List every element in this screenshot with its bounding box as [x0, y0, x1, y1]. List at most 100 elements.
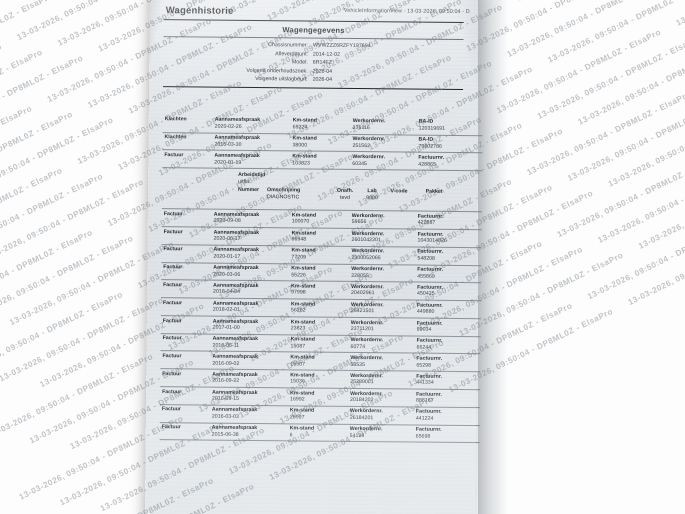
cell-identifier: BA-ID 73602786: [416, 134, 483, 154]
row-type: Factuur: [161, 262, 212, 281]
row-type: Factuur: [161, 279, 212, 299]
row-type: Factuur: [162, 150, 213, 169]
workorder-number: 20402961: [351, 290, 375, 297]
document-content: VehicleInformationView - 13-03-2026, 09:…: [145, 0, 483, 514]
cell-km: Km-stand 77209: [289, 245, 350, 265]
row-type: Factuur: [159, 386, 211, 405]
cell-km: Km-stand 23823: [288, 316, 349, 336]
identifier-value: 428865: [418, 161, 436, 168]
cell-km: Km-stand 69224: [290, 116, 351, 135]
cell-appointment: Aannameafspraak 2018-02-01: [210, 298, 290, 317]
cell-appointment: Aannameafspraak 2015-06-38: [209, 422, 288, 442]
workorder-number: 2300052065: [351, 254, 381, 262]
cell-identifier: Factuurnr. 89034: [414, 317, 481, 337]
appointment-date: 2016-09-02: [212, 360, 240, 367]
appointment-date: 2016-09-15: [212, 395, 240, 403]
appointment-date: 2016-09-22: [212, 377, 240, 385]
cell-km: Km-stand 38000: [290, 133, 351, 152]
cell-appointment: Aannameafspraak 2016-09-22: [210, 369, 289, 388]
table-row[interactable]: Factuur Aannameafspraak 2015-06-38 Km-stand…: [159, 422, 480, 444]
cell-appointment: Aannameafspraak 2020-02-26: [212, 115, 291, 134]
appointment-date: 2015-06-38: [211, 431, 239, 438]
workorder-number: 25280001: [350, 379, 374, 386]
appointment-date: 2020-03-06: [213, 271, 241, 278]
cell-appointment: Aannameafspraak 2016-09-15: [209, 387, 289, 406]
cell-identifier: Factuurnr. 422887: [415, 211, 482, 230]
appointment-date: 2020-01-19: [214, 159, 242, 166]
cell-appointment: Aannameafspraak 2020-03-06: [211, 262, 290, 282]
detail-lab: 9000: [366, 194, 378, 201]
cell-km: Km-stand 15036: [288, 370, 349, 389]
cell-appointment: Aannameafspraak 2016-03-30: [212, 132, 291, 152]
km-value: 6: [289, 432, 293, 439]
cell-km: Km-stand 56262: [288, 298, 349, 318]
detail-pakket: [417, 195, 451, 202]
workorder-number: 60345: [352, 160, 368, 167]
km-value: 77209: [291, 254, 307, 261]
row-type: Factuur: [160, 315, 211, 334]
cell-identifier: Factuurnr. 428865: [416, 152, 483, 171]
cell-workorder: Werkordernr. 276116: [350, 116, 417, 135]
cell-identifier: BA-ID 120319691: [416, 117, 483, 136]
identifier-value: 441224: [415, 415, 434, 422]
appointment-date: 2016-03-03: [211, 413, 239, 420]
cell-workorder: Werkordernr. 58535: [348, 352, 415, 372]
work-detail-cell: Arbeidstijd uitfla Nummer Omschrijving Onafh…: [161, 167, 483, 212]
identifier-value: 1043014826: [417, 237, 447, 244]
cell-appointment: Aannameafspraak 2020-01-17: [211, 244, 290, 264]
row-type: Factuur: [160, 351, 211, 370]
identifier-value: 888167: [416, 397, 434, 404]
km-value: 97998: [291, 289, 306, 296]
cell-identifier: Factuurnr. 441334: [414, 371, 481, 390]
detail-onafh: tevd: [340, 194, 350, 201]
row-type: Factuur: [161, 208, 212, 228]
identifier-value: 450425: [417, 291, 435, 298]
km-value: 26997: [289, 414, 305, 421]
km-value: 23823: [290, 325, 306, 332]
appointment-date: 2016-05-11: [212, 342, 240, 349]
appointment-date: 2020-09-08: [213, 217, 241, 225]
km-value: 56262: [290, 307, 306, 314]
cell-appointment: Aannameafspraak 2016-05-11: [210, 333, 289, 353]
cell-identifier: Factuurnr. 65298: [414, 353, 481, 372]
cell-workorder: Werkordernr. 60345: [350, 151, 417, 171]
cell-workorder: Werkordernr. 251562: [350, 134, 417, 153]
km-value: 100070: [291, 218, 310, 225]
cell-km: Km-stand 55226: [289, 263, 350, 282]
identifier-value: 449880: [416, 308, 435, 315]
cell-appointment: Aannameafspraak 2016-03-03: [209, 404, 288, 424]
appointment-date: 2020-02-26: [214, 123, 242, 130]
row-type: Factuur: [161, 226, 212, 245]
identifier-value: 548208: [417, 255, 436, 262]
cell-appointment: Aannameafspraak 2016-09-02: [210, 351, 289, 371]
cell-appointment: Aannameafspraak 2018-04-04: [211, 280, 290, 299]
cell-km: Km-stand 15087: [288, 334, 349, 353]
cell-workorder: Werkordernr. 54129: [347, 424, 414, 443]
workorder-number: 60774: [350, 343, 366, 350]
workorder-number: 20184202: [350, 397, 374, 404]
cell-workorder: Werkordernr. 60774: [348, 335, 415, 354]
row-type: Klachten: [162, 115, 213, 133]
workorder-number: 58535: [350, 361, 366, 368]
field-label: Volgende uitslagbeurt:: [255, 76, 308, 83]
row-type: Factuur: [160, 368, 211, 388]
identifier-value: 455869: [417, 273, 435, 280]
row-type: Factuur: [159, 404, 210, 423]
km-value: 55226: [291, 272, 306, 279]
cell-workorder: Werkordernr. 2300052065: [349, 246, 416, 265]
cell-appointment: Aannameafspraak 2017-01-00: [210, 316, 289, 335]
cell-km: Km-stand 97998: [289, 281, 350, 300]
workorder-number: 26421501: [350, 308, 375, 315]
identifier-value: 422887: [417, 219, 436, 227]
appointment-date: 2016-03-30: [214, 141, 242, 148]
cell-workorder: Werkordernr. 26184201: [347, 406, 414, 425]
workorder-number: 26184201: [349, 414, 374, 422]
cell-identifier: Factuurnr. 888167: [413, 389, 481, 408]
cell-identifier: Factuurnr. 455869: [415, 264, 482, 284]
appointment-date: 2020-01-17: [213, 253, 241, 260]
cell-identifier: Factuurnr. 450425: [414, 282, 482, 301]
cell-km: Km-stand 96948: [289, 227, 350, 247]
cell-workorder: Werkordernr. 2601042201: [349, 228, 416, 247]
identifier-value: 65698: [415, 433, 431, 440]
